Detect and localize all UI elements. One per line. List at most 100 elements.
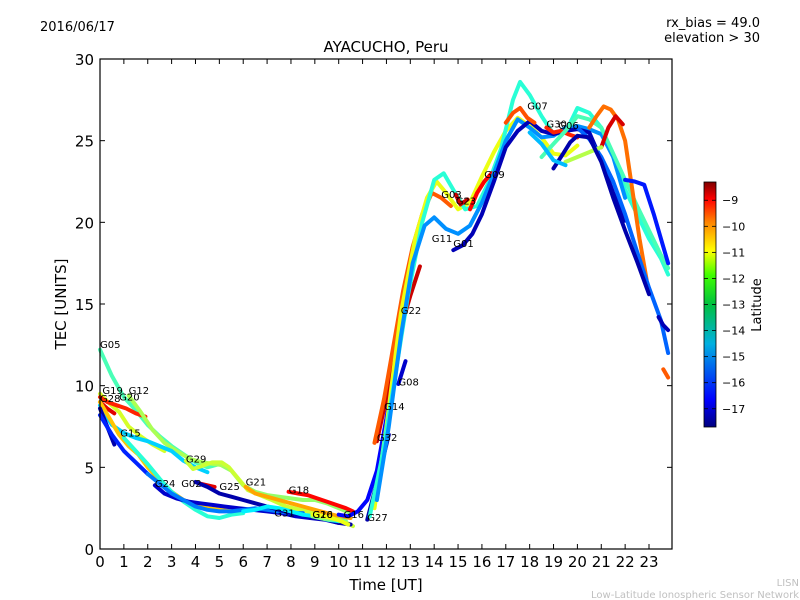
satellite-label: G11 <box>432 234 452 245</box>
satellite-label: G03 <box>441 190 461 201</box>
series-line-g07 <box>503 106 537 125</box>
x-tick-label: 19 <box>544 553 563 571</box>
series-line-g03 <box>367 79 671 519</box>
x-tick-label: 3 <box>167 553 177 571</box>
series-line-g15d <box>98 413 150 476</box>
x-tick-label: 13 <box>401 553 420 571</box>
satellite-label: G05 <box>100 340 120 351</box>
series-layer <box>98 79 671 529</box>
y-tick-label: 25 <box>75 133 94 151</box>
x-axis-ticks: 0 1 2 3 4 5 6 7 8 9 10 11 12 13 14 15 16 17 18 19 20 21 22 23 <box>95 59 659 571</box>
satellite-label: G09 <box>484 170 504 181</box>
series-line-g06 <box>539 114 671 271</box>
x-tick-label: 20 <box>568 553 587 571</box>
satellite-label: G06 <box>558 121 578 132</box>
satellite-label: G21 <box>246 477 266 488</box>
x-tick-label: 22 <box>616 553 635 571</box>
series-line-g23 <box>453 192 470 207</box>
series-line-g06c <box>599 114 625 150</box>
satellite-label: G14 <box>384 402 404 413</box>
satellite-label: G16 <box>344 510 364 521</box>
x-tick-label: 4 <box>191 553 201 571</box>
colorbar-tick-label: −11 <box>722 246 745 259</box>
satellite-label: G29 <box>186 454 206 465</box>
satellite-label: G07 <box>527 102 547 113</box>
series-line-g06j <box>527 130 568 168</box>
x-tick-label: 16 <box>472 553 491 571</box>
x-tick-label: 6 <box>238 553 248 571</box>
satellite-label: G08 <box>398 378 418 389</box>
x-tick-label: 5 <box>215 553 225 571</box>
chart-title: AYACUCHO, Peru <box>323 38 448 56</box>
satellite-label: G18 <box>289 486 309 497</box>
series-line-g10 <box>310 512 351 527</box>
series-line-g22 <box>372 115 580 511</box>
colorbar-ticks: −9 −10 −11 −12 −13 −14 −15 −16 −17 <box>704 194 745 416</box>
colorbar-tick-label: −13 <box>722 299 745 312</box>
colorbar-label: Latitude <box>750 278 765 332</box>
series-line-g20 <box>98 395 148 419</box>
x-tick-label: 1 <box>119 553 129 571</box>
y-tick-label: 5 <box>84 459 94 477</box>
x-tick-label: 7 <box>262 553 272 571</box>
footer-org-short: LISN <box>777 578 799 589</box>
satellite-label: G22 <box>401 306 421 317</box>
satellite-label: G15 <box>120 428 140 439</box>
series-line-g30 <box>544 125 580 140</box>
series-line-g06f <box>656 315 671 333</box>
x-tick-label: 9 <box>310 553 320 571</box>
x-tick-label: 2 <box>143 553 153 571</box>
x-tick-label: 15 <box>449 553 468 571</box>
y-axis-label: TEC [UNITS] <box>52 259 70 351</box>
x-tick-label: 21 <box>592 553 611 571</box>
x-tick-label: 12 <box>377 553 396 571</box>
satellite-label: G30 <box>546 120 566 131</box>
series-line-g06e <box>623 177 671 266</box>
satellite-label: G02 <box>181 479 201 490</box>
elevation-label: elevation > 30 <box>664 31 760 46</box>
satellite-label: G26 <box>312 510 332 521</box>
series-line-g21 <box>243 484 353 520</box>
footer-org-long: Low-Latitude Ionospheric Sensor Network <box>591 590 799 600</box>
satellite-label: G27 <box>367 513 387 524</box>
colorbar-tick-label: −14 <box>722 325 745 338</box>
satellite-label: G01 <box>453 239 473 250</box>
x-axis-label: Time [UT] <box>348 576 422 594</box>
series-line-g06i <box>551 133 651 297</box>
colorbar-tick-label: −17 <box>722 403 745 416</box>
satellite-label: G23 <box>456 196 476 207</box>
colorbar-tick-label: −15 <box>722 351 745 364</box>
y-tick-label: 0 <box>84 541 94 559</box>
colorbar-tick-label: −10 <box>722 220 745 233</box>
colorbar-tick-label: −12 <box>722 272 745 285</box>
satellite-label: G10 <box>312 510 332 521</box>
y-tick-label: 30 <box>75 51 94 69</box>
satellite-label: G32 <box>377 433 397 444</box>
series-line-g09 <box>468 171 494 212</box>
x-tick-label: 8 <box>286 553 296 571</box>
satellite-label: G12 <box>129 386 149 397</box>
satellite-label: G31 <box>274 508 294 519</box>
y-tick-label: 10 <box>75 378 94 396</box>
satellite-label: G24 <box>155 479 175 490</box>
series-line-g11 <box>374 117 628 502</box>
date-label: 2016/06/17 <box>40 20 115 35</box>
x-tick-label: 23 <box>639 553 658 571</box>
y-axis-ticks: 0 5 10 15 20 25 30 <box>75 51 672 559</box>
satellite-label: G20 <box>119 392 139 403</box>
x-tick-label: 10 <box>329 553 348 571</box>
rx-bias-label: rx_bias = 49.0 <box>666 16 760 31</box>
x-tick-label: 14 <box>425 553 444 571</box>
y-tick-label: 20 <box>75 214 94 232</box>
x-tick-label: 18 <box>520 553 539 571</box>
series-line-g08 <box>396 359 408 386</box>
satellite-label: G25 <box>219 482 239 493</box>
x-tick-label: 17 <box>496 553 515 571</box>
x-tick-label: 11 <box>353 553 372 571</box>
series-line-g18 <box>286 489 355 514</box>
satellite-label: G28 <box>100 394 120 405</box>
y-tick-label: 15 <box>75 296 94 314</box>
x-tick-label: 0 <box>95 553 105 571</box>
